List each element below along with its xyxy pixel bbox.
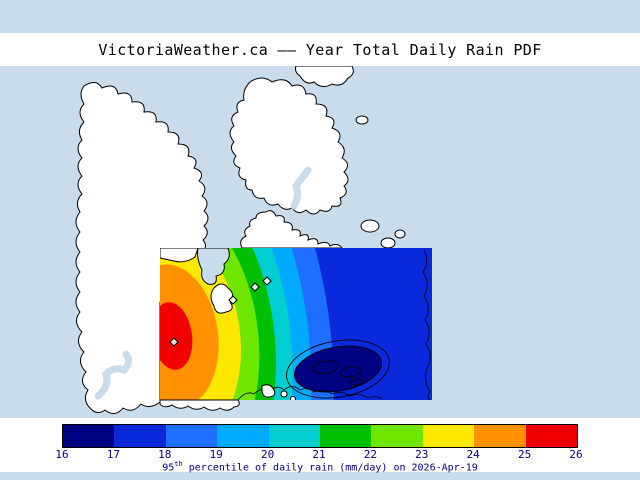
colorbar-tick-label: 17	[106, 448, 121, 461]
colorbar-segment	[371, 425, 423, 447]
fulford-harbour-inlet	[290, 166, 312, 210]
contour-line-inner	[340, 366, 362, 378]
colorbar-tick-label: 20	[260, 448, 275, 461]
station-marker-diamond	[262, 276, 272, 286]
colorbar-segment	[525, 425, 578, 447]
contour-band-16-17	[294, 345, 382, 393]
vancouver-island-landmass	[75, 82, 209, 414]
colorbar-tick-label: 21	[312, 448, 326, 461]
inlet-shore-sliver	[160, 248, 199, 263]
title-band: VictoriaWeather.ca —— Year Total Daily R…	[0, 33, 640, 66]
colorbar-segment	[268, 425, 321, 447]
caption-text: percentile of daily rain (mm/day) on 202…	[182, 462, 478, 474]
station-marker-diamond	[228, 295, 238, 305]
esquimalt-harbour-patch	[210, 283, 234, 314]
saanich-peninsula-tip	[240, 210, 343, 249]
harbour-islet	[290, 396, 296, 400]
colorbar-panel: 16 17 18 19 20 21 22 23 24 25 26 95th percentile o…	[0, 418, 640, 473]
station-markers	[169, 276, 272, 347]
colorbar-tick-label: 19	[209, 448, 223, 461]
east-coastline-overlay	[422, 249, 431, 400]
caption-prefix: 95	[162, 462, 175, 474]
colorbar-tick-label: 26	[569, 448, 583, 461]
colorbar-segment	[474, 425, 526, 447]
saanich-inlet-mouth	[197, 248, 230, 285]
victoria-harbour-patch	[261, 384, 276, 398]
minimum-pocket	[286, 339, 390, 399]
contour-band-25-26	[160, 302, 193, 370]
land-group	[75, 65, 406, 414]
contour-line-17	[286, 339, 390, 399]
station-marker-diamond	[250, 282, 260, 292]
page-title: VictoriaWeather.ca —— Year Total Daily R…	[98, 40, 542, 59]
data-region	[160, 248, 432, 400]
station-marker-diamond	[169, 337, 179, 347]
colorbar-tick-label: 16	[55, 448, 69, 461]
colorbar-segment	[114, 425, 166, 447]
colorbar-ticks: 16 17 18 19 20 21 22 23 24 25 26	[55, 448, 582, 461]
colorbar-segment	[165, 425, 218, 447]
harbour-islet	[280, 390, 288, 398]
sooke-inlet	[94, 350, 133, 400]
colorbar-tick-label: 24	[466, 448, 480, 461]
colorbar-segment	[422, 425, 475, 447]
colorbar-segment	[320, 425, 372, 447]
colorbar-segment	[63, 425, 115, 447]
islet	[355, 115, 369, 125]
contour-line-inner	[350, 378, 363, 386]
colorbar-segments	[62, 424, 578, 448]
contour-line-inner	[312, 360, 339, 374]
colorbar-tick-label: 18	[158, 448, 172, 461]
saltspring-island	[229, 77, 349, 215]
islet	[380, 237, 396, 249]
top-edge-island	[295, 65, 354, 88]
caption-superscript: th	[174, 460, 183, 468]
colorbar-segment	[217, 425, 269, 447]
islet	[360, 219, 380, 233]
islet	[394, 229, 406, 239]
colorbar-tick-label: 22	[363, 448, 378, 461]
south-shore-strip	[159, 399, 240, 411]
colorbar-caption: 95th percentile of daily rain (mm/day) o…	[0, 460, 640, 473]
colorbar-tick-label: 23	[415, 448, 429, 461]
colorbar-tick-label: 25	[517, 448, 532, 461]
